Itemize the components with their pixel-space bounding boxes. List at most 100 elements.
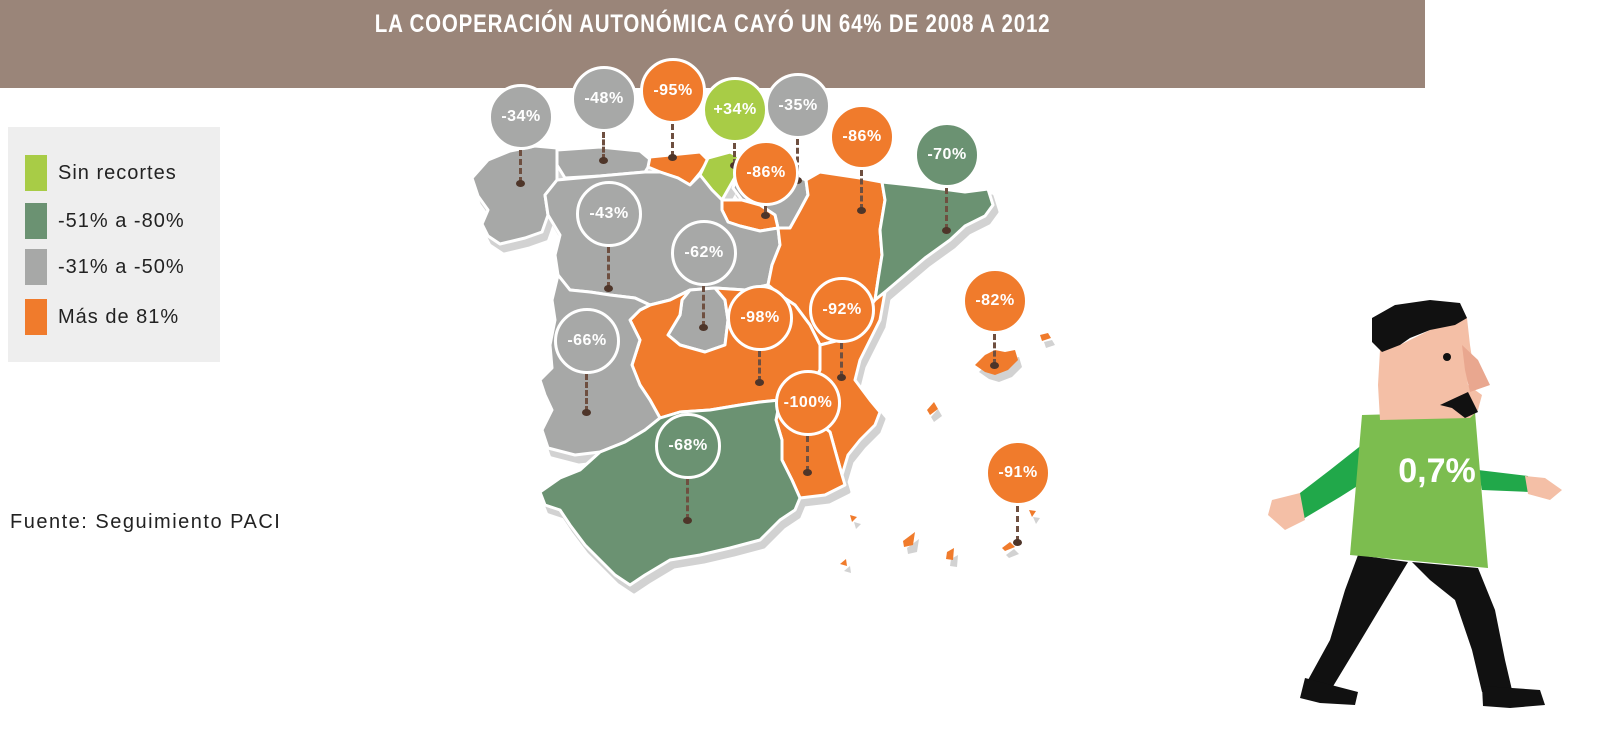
map-island-canarias — [903, 532, 915, 547]
value-bubble: -68% — [655, 413, 721, 524]
value-label: -86% — [842, 128, 882, 145]
pin-marker — [683, 479, 692, 524]
value-label: -34% — [501, 108, 541, 125]
hand-right — [1525, 476, 1562, 500]
pin-marker — [604, 247, 613, 292]
page-title: LA COOPERACIÓN AUTONÓMICA CAYÓ UN 64% DE… — [374, 10, 1051, 38]
map-island-menorca — [1040, 333, 1051, 341]
value-badge: -86% — [733, 140, 799, 206]
value-badge: -100% — [775, 370, 841, 436]
value-bubble: -100% — [775, 370, 841, 476]
source-note: Fuente: Seguimiento PACI — [10, 511, 282, 533]
spain-map — [470, 144, 1051, 587]
value-badge: -82% — [962, 268, 1028, 334]
map-region-cataluna — [873, 180, 995, 302]
nose — [1462, 345, 1490, 392]
value-label: -98% — [740, 309, 780, 326]
leg-left — [1308, 555, 1408, 688]
legend-item-31-50: -31% a -50% — [25, 249, 215, 285]
value-label: -91% — [998, 464, 1038, 481]
legend: Sin recortes -51% a -80% -31% a -50% Más… — [8, 127, 220, 362]
pin-marker — [990, 334, 999, 369]
value-label: -82% — [975, 292, 1015, 309]
value-label: -35% — [778, 97, 818, 114]
value-bubble: -92% — [809, 277, 875, 381]
value-label: -95% — [653, 82, 693, 99]
value-badge: -95% — [640, 58, 706, 124]
pin-marker — [516, 150, 525, 187]
pin-marker — [599, 132, 608, 164]
pin-marker — [755, 351, 764, 386]
legend-swatch — [25, 203, 47, 239]
pin-marker — [942, 188, 951, 234]
legend-item-sin-recortes: Sin recortes — [25, 155, 215, 191]
leg-right — [1412, 562, 1512, 692]
map-island-canarias — [850, 515, 857, 522]
hair — [1372, 300, 1467, 352]
map-island-canarias — [1029, 510, 1036, 517]
value-label: -70% — [927, 146, 967, 163]
legend-label: -31% a -50% — [58, 256, 185, 278]
legend-item-51-80: -51% a -80% — [25, 203, 215, 239]
value-label: +34% — [713, 101, 757, 118]
value-badge: -34% — [488, 84, 554, 150]
value-badge: -70% — [914, 122, 980, 188]
value-bubble: +34% — [702, 77, 768, 169]
value-badge: +34% — [702, 77, 768, 143]
arm-left — [1298, 440, 1370, 522]
pin-marker — [761, 206, 770, 219]
value-bubble: -95% — [640, 58, 706, 161]
pin-marker — [857, 170, 866, 214]
value-badge: -86% — [829, 104, 895, 170]
title-banner: LA COOPERACIÓN AUTONÓMICA CAYÓ UN 64% DE… — [0, 0, 1425, 88]
value-bubble: -86% — [733, 140, 799, 219]
value-bubble: -70% — [914, 122, 980, 234]
legend-swatch — [25, 155, 47, 191]
walking-character: 0,7% — [1268, 300, 1562, 708]
value-label: -62% — [684, 244, 724, 261]
value-bubble: -34% — [488, 84, 554, 187]
mustache — [1440, 392, 1478, 418]
value-badge: -98% — [727, 285, 793, 351]
pin-marker — [803, 436, 812, 476]
value-badge: -66% — [554, 308, 620, 374]
pin-marker — [837, 343, 846, 381]
value-bubble: -48% — [571, 66, 637, 164]
pin-marker — [699, 286, 708, 331]
hand-left — [1268, 493, 1305, 530]
value-bubble: -62% — [671, 220, 737, 331]
value-badge: -92% — [809, 277, 875, 343]
map-island-ibiza — [927, 402, 938, 415]
value-bubble: -98% — [727, 285, 793, 386]
legend-label: -51% a -80% — [58, 210, 185, 232]
value-label: -100% — [783, 394, 833, 411]
map-island-canarias — [840, 559, 847, 566]
pin-marker — [582, 374, 591, 416]
value-bubble: -43% — [576, 181, 642, 292]
head — [1378, 318, 1482, 420]
value-badge: -91% — [985, 440, 1051, 506]
shoe-right — [1482, 686, 1545, 708]
value-label: -86% — [746, 164, 786, 181]
value-bubble: -82% — [962, 268, 1028, 369]
value-badge: -48% — [571, 66, 637, 132]
shirt-label: 0,7% — [1398, 452, 1476, 490]
value-badge: -43% — [576, 181, 642, 247]
eye — [1443, 353, 1451, 361]
legend-swatch — [25, 249, 47, 285]
value-bubble: -35% — [765, 73, 831, 184]
value-bubble: -86% — [829, 104, 895, 214]
legend-label: Sin recortes — [58, 162, 177, 184]
map-island-canarias — [1002, 542, 1015, 551]
value-badge: -35% — [765, 73, 831, 139]
value-label: -68% — [668, 437, 708, 454]
pin-marker — [668, 124, 677, 161]
map-island-canarias — [946, 548, 954, 560]
value-label: -43% — [589, 205, 629, 222]
shoe-left — [1300, 678, 1358, 705]
value-label: -92% — [822, 301, 862, 318]
arm-right — [1478, 470, 1530, 492]
legend-swatch — [25, 299, 47, 335]
